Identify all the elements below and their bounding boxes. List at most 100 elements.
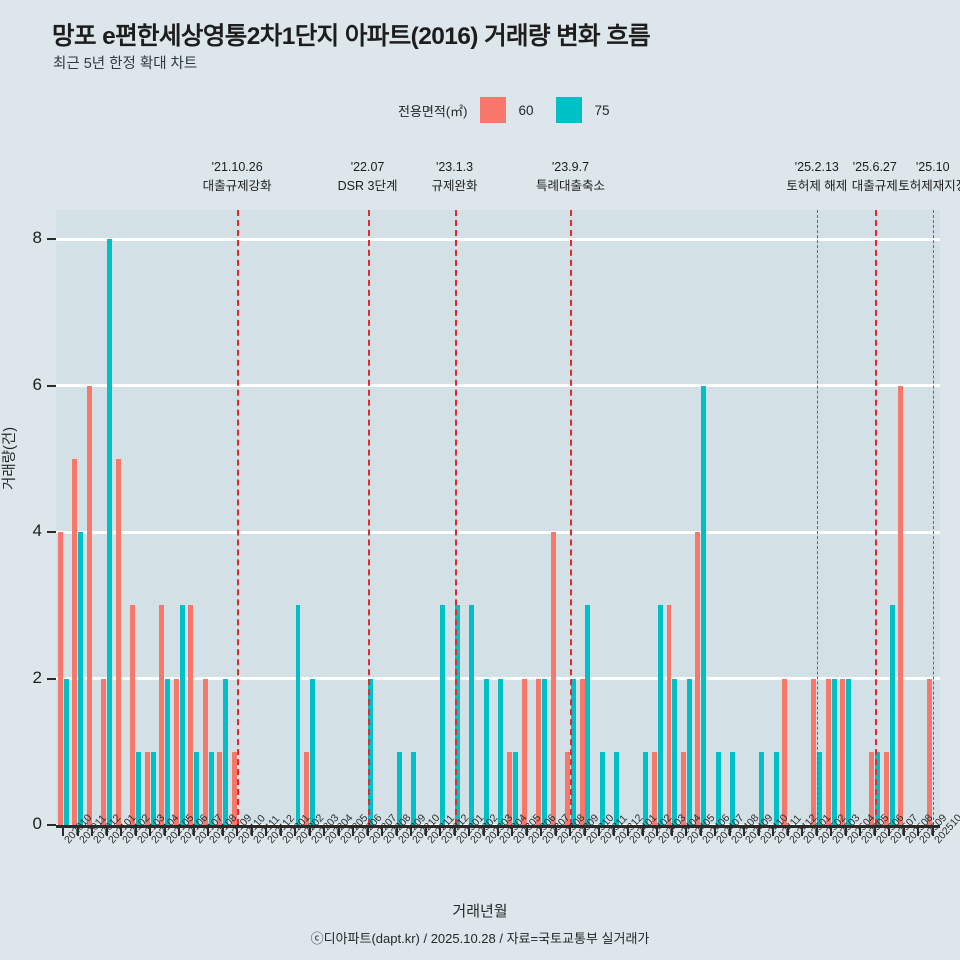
x-tick-202303 <box>482 825 485 836</box>
bar-202012-60 <box>86 385 92 825</box>
x-tick-202406 <box>699 825 702 836</box>
x-tick-202501 <box>801 825 804 836</box>
x-tick-202210 <box>410 825 413 836</box>
bar-202503-60 <box>825 678 831 825</box>
event-date: '23.1.3 <box>435 160 474 174</box>
bar-202310-60 <box>579 678 585 825</box>
x-tick-202401 <box>627 825 630 836</box>
x-tick-202402 <box>641 825 644 836</box>
event-line-202309 <box>570 210 573 825</box>
x-tick-202407 <box>714 825 717 836</box>
x-tick-202502 <box>815 825 818 836</box>
event-date: '22.07 <box>350 160 385 174</box>
bar-202305-60 <box>507 751 513 825</box>
x-tick-202412 <box>786 825 789 836</box>
x-tick-202408 <box>728 825 731 836</box>
legend: 전용면적(㎡) 60 75 <box>398 97 610 123</box>
y-axis-title: 거래량(건) <box>2 426 18 490</box>
x-tick-202202 <box>294 825 297 836</box>
x-axis-title: 거래년월 <box>452 903 508 920</box>
bar-202202-75 <box>295 605 301 825</box>
bar-202510-60 <box>927 678 933 825</box>
bar-202410-75 <box>759 751 765 825</box>
gridline-2 <box>56 677 940 681</box>
x-tick-202109 <box>221 825 224 836</box>
bar-202404-75 <box>672 678 678 825</box>
event-line-202301 <box>454 210 457 825</box>
bar-202310-75 <box>585 605 591 825</box>
gridline-8 <box>56 237 940 241</box>
bar-202307-75 <box>541 678 547 825</box>
bar-202406-75 <box>701 385 707 825</box>
x-tick-202411 <box>772 825 775 836</box>
plot-area <box>56 210 940 827</box>
y-tick-label-2: 2 <box>32 667 42 687</box>
x-tick-202405 <box>685 825 688 836</box>
gridline-6 <box>56 384 940 388</box>
event-label-202110: '21.10.26 대출규제강화 <box>177 158 297 196</box>
bar-202101-60 <box>101 678 107 825</box>
x-tick-202205 <box>337 825 340 836</box>
event-line-202110 <box>237 210 240 825</box>
bar-202212-75 <box>440 605 446 825</box>
page-subtitle: 최근 5년 한정 확대 차트 <box>53 56 198 72</box>
x-tick-202409 <box>743 825 746 836</box>
bar-202011-60 <box>72 458 78 825</box>
bar-202210-75 <box>411 751 417 825</box>
bar-202109-75 <box>223 678 229 825</box>
event-label-202506: '25.6.27 대출규제 <box>815 158 935 196</box>
x-tick-202308 <box>554 825 557 836</box>
y-tick-4 <box>47 531 56 534</box>
x-tick-202203 <box>308 825 311 836</box>
legend-title: 전용면적(㎡) <box>398 103 468 119</box>
bar-202106-75 <box>179 605 185 825</box>
bar-202507-75 <box>889 605 895 825</box>
x-tick-202112 <box>265 825 268 836</box>
y-tick-8 <box>47 238 56 241</box>
x-tick-202304 <box>497 825 499 836</box>
x-tick-202403 <box>656 825 659 836</box>
bar-202507-60 <box>883 751 889 825</box>
bar-202102-60 <box>115 458 121 825</box>
x-tick-202111 <box>250 825 253 836</box>
x-tick-202312 <box>612 825 615 836</box>
x-tick-202310 <box>583 825 586 836</box>
gridline-4 <box>56 530 940 534</box>
x-tick-202509 <box>917 825 920 836</box>
event-name: 대출규제강화 <box>202 179 272 193</box>
bar-202403-75 <box>657 605 663 825</box>
event-line-202506 <box>874 210 877 825</box>
bar-202101-75 <box>107 239 113 825</box>
y-tick-label-8: 8 <box>32 228 42 248</box>
legend-swatch-75 <box>555 97 582 123</box>
bar-202203-60 <box>304 751 310 825</box>
bar-202307-60 <box>536 678 542 825</box>
x-tick-202103 <box>134 825 137 836</box>
bar-202110-60 <box>231 751 237 825</box>
bar-202402-75 <box>643 751 649 825</box>
x-tick-202212 <box>439 825 442 836</box>
event-name: 대출규제 <box>851 179 898 193</box>
x-tick-202102 <box>120 825 123 836</box>
x-tick-202207 <box>366 825 369 836</box>
y-tick-label-0: 0 <box>32 814 42 833</box>
footer-credit: ⓒ디아파트(dapt.kr) / 2025.10.28 / 자료=국토교통부 실… <box>310 931 650 946</box>
bar-202011-75 <box>78 532 84 825</box>
x-tick-202505 <box>859 825 862 836</box>
bar-202301-75 <box>454 605 460 825</box>
x-tick-202208 <box>381 825 384 836</box>
event-label-202309: '23.9.7 특례대출축소 <box>510 158 630 196</box>
x-tick-202106 <box>178 825 181 836</box>
y-tick-0 <box>47 824 56 826</box>
x-tick-202507 <box>888 825 891 836</box>
bar-202407-75 <box>715 751 721 825</box>
bar-202010-60 <box>57 532 63 825</box>
bar-202506-75 <box>875 751 881 825</box>
x-tick-202011 <box>76 825 79 836</box>
bar-202306-60 <box>521 678 527 825</box>
bar-202107-75 <box>194 751 200 825</box>
event-name: 특례대출축소 <box>535 179 605 193</box>
bar-202506-60 <box>869 751 875 825</box>
bar-202405-75 <box>686 678 692 825</box>
